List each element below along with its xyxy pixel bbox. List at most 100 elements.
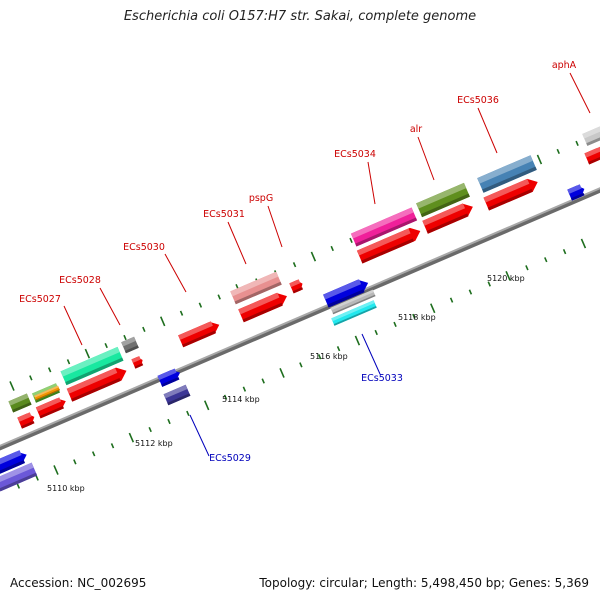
gene-highlight bbox=[289, 279, 301, 288]
gene-body bbox=[422, 203, 473, 234]
gene-shade bbox=[292, 287, 304, 294]
gene-block bbox=[582, 126, 600, 146]
minor-tick bbox=[575, 140, 579, 146]
minor-tick bbox=[198, 302, 203, 308]
gene-body bbox=[66, 367, 127, 402]
minor-tick bbox=[468, 289, 473, 295]
minor-tick bbox=[179, 310, 184, 316]
gene-highlight bbox=[121, 336, 136, 347]
minor-tick bbox=[91, 451, 96, 457]
gene-block bbox=[584, 146, 600, 165]
gene-highlight bbox=[163, 384, 188, 399]
minor-tick bbox=[110, 443, 115, 449]
minor-tick bbox=[167, 418, 171, 425]
minor-tick bbox=[35, 475, 39, 481]
minor-tick bbox=[299, 362, 303, 368]
gene-block bbox=[331, 300, 377, 326]
gene-highlight bbox=[330, 289, 374, 311]
gene-shade bbox=[242, 302, 283, 323]
gene-highlight bbox=[34, 385, 59, 398]
leader-line bbox=[367, 161, 376, 205]
gene-block bbox=[422, 203, 473, 234]
genome-summary-text: Topology: circular; Length: 5,498,450 bp… bbox=[259, 576, 589, 590]
gene-highlight bbox=[131, 356, 141, 363]
gene-block bbox=[121, 336, 139, 354]
major-tick bbox=[84, 348, 91, 359]
gene-block bbox=[483, 178, 538, 211]
gene-label-ecs5033: ECs5033 bbox=[361, 373, 403, 384]
gene-label-ecs5028: ECs5028 bbox=[59, 275, 101, 286]
gene-highlight bbox=[178, 321, 213, 340]
gene-label-ecs5036: ECs5036 bbox=[457, 95, 499, 106]
minor-tick bbox=[374, 329, 378, 336]
backbone-shadow bbox=[0, 187, 600, 451]
gene-highlight bbox=[0, 462, 34, 484]
minor-tick bbox=[330, 245, 334, 252]
scale-label: 5120 kbp bbox=[487, 274, 525, 283]
major-tick bbox=[505, 270, 511, 281]
minor-tick bbox=[73, 459, 77, 465]
gene-highlight bbox=[584, 146, 600, 158]
gene-body bbox=[35, 398, 66, 419]
major-tick bbox=[203, 400, 210, 411]
gene-highlight bbox=[356, 228, 411, 256]
major-tick bbox=[430, 303, 436, 314]
leader-line bbox=[164, 253, 187, 293]
gene-body bbox=[356, 227, 421, 264]
gene-shade bbox=[0, 460, 26, 474]
gene-label-ecs5030: ECs5030 bbox=[123, 242, 165, 253]
gene-shade bbox=[39, 405, 65, 419]
gene-blocks bbox=[0, 126, 600, 492]
gene-block bbox=[34, 385, 60, 401]
minor-tick bbox=[261, 378, 265, 384]
gene-block bbox=[60, 346, 124, 386]
gene-shade bbox=[161, 377, 180, 387]
gene-block bbox=[350, 207, 418, 247]
gene-shade bbox=[420, 193, 470, 218]
minor-tick bbox=[336, 346, 341, 352]
gene-highlight bbox=[331, 300, 375, 322]
gene-labels: ECs5027 ECs5028 ECs5030 ECs5031 pspG ECs5034 a… bbox=[19, 60, 591, 464]
gene-shade bbox=[65, 357, 124, 386]
gene-block bbox=[330, 289, 376, 315]
gene-shade bbox=[134, 363, 144, 369]
minor-tick bbox=[556, 148, 560, 155]
gene-shade bbox=[71, 378, 121, 402]
scale-label: 5114 kbp bbox=[222, 395, 260, 404]
minor-tick bbox=[393, 321, 397, 328]
gene-block bbox=[0, 462, 38, 492]
gene-shade bbox=[327, 289, 365, 308]
minor-tick bbox=[544, 257, 548, 263]
gene-label-alr: alr bbox=[410, 124, 422, 135]
leader-line bbox=[267, 205, 283, 248]
minor-tick bbox=[449, 297, 454, 303]
gene-shade bbox=[167, 393, 191, 406]
gene-label-ecs5034: ECs5034 bbox=[334, 149, 376, 160]
reverse-scale-ticks bbox=[16, 238, 587, 489]
gene-shade bbox=[487, 188, 533, 211]
gene-block bbox=[238, 292, 287, 323]
minor-tick bbox=[317, 354, 322, 360]
scale-label: 5116 kbp bbox=[310, 352, 348, 361]
minor-tick bbox=[148, 426, 152, 433]
gene-highlight bbox=[582, 126, 600, 139]
minor-tick bbox=[562, 248, 567, 255]
gene-block bbox=[17, 412, 35, 429]
gene-label-ecs5027: ECs5027 bbox=[19, 294, 61, 305]
gene-block bbox=[356, 227, 421, 264]
gene-block bbox=[178, 321, 220, 348]
leader-line bbox=[361, 333, 381, 375]
gene-highlight bbox=[323, 279, 362, 300]
minor-tick bbox=[292, 262, 297, 268]
leader-line bbox=[477, 107, 498, 154]
leader-line bbox=[63, 305, 83, 346]
gene-highlight bbox=[567, 184, 582, 194]
gene-highlight bbox=[17, 412, 32, 422]
gene-highlight bbox=[32, 383, 58, 398]
gene-label-ecs5031: ECs5031 bbox=[203, 209, 245, 220]
gene-shade bbox=[124, 345, 139, 354]
leader-line bbox=[227, 221, 247, 265]
gene-shade bbox=[20, 420, 35, 429]
gene-label-apha: aphA bbox=[552, 60, 577, 71]
